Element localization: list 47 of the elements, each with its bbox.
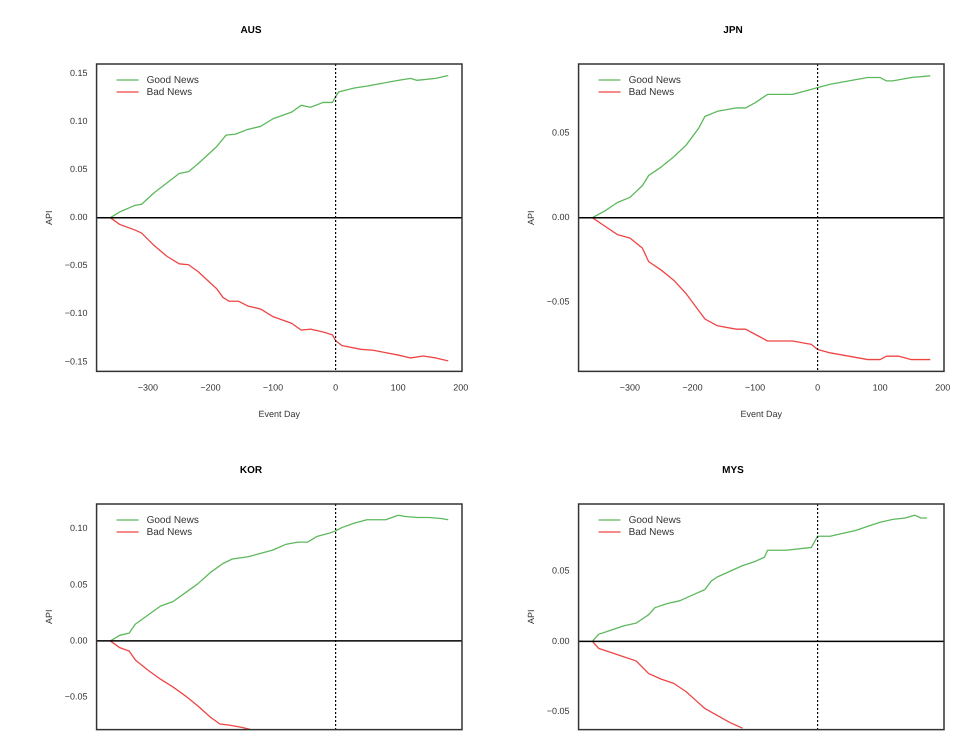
y-tick-label: 0.10 xyxy=(70,523,88,534)
legend-label: Bad News xyxy=(146,526,192,538)
y-tick-label: 0.00 xyxy=(552,212,570,222)
legend-label: Good News xyxy=(146,514,199,526)
y-tick-label: 0.05 xyxy=(552,128,570,138)
y-axis-title: API xyxy=(44,210,54,225)
y-tick-label: 0.00 xyxy=(70,635,88,646)
y-tick-label: −0.05 xyxy=(546,706,570,716)
x-axis-title: Event Day xyxy=(740,409,783,420)
y-tick-label: 0.00 xyxy=(70,212,88,222)
x-tick-label: 100 xyxy=(872,382,888,392)
x-tick-label: −300 xyxy=(138,382,158,392)
x-tick-label: 200 xyxy=(935,382,950,392)
y-tick-label: 0.10 xyxy=(70,116,88,126)
y-tick-label: −0.05 xyxy=(64,260,88,270)
x-tick-label: −200 xyxy=(682,382,703,392)
y-tick-label: −0.10 xyxy=(64,308,88,318)
chart-title: KOR xyxy=(240,464,263,476)
legend-label: Bad News xyxy=(628,86,674,98)
y-tick-label: −0.05 xyxy=(64,692,88,702)
y-tick-label: −0.15 xyxy=(64,356,88,366)
x-tick-label: 0 xyxy=(333,382,338,392)
legend-label: Good News xyxy=(146,74,199,86)
legend-label: Good News xyxy=(628,514,681,526)
x-tick-label: −300 xyxy=(620,382,640,392)
x-tick-label: 0 xyxy=(815,382,820,392)
x-tick-label: 100 xyxy=(390,382,406,392)
y-axis-title: API xyxy=(526,210,536,225)
x-tick-label: −200 xyxy=(200,382,221,392)
x-tick-label: 200 xyxy=(453,382,468,392)
legend-label: Good News xyxy=(628,74,681,86)
chart-title: AUS xyxy=(240,24,262,36)
y-tick-label: 0.05 xyxy=(70,579,88,590)
y-tick-label: 0.05 xyxy=(70,164,88,174)
x-tick-label: −100 xyxy=(262,382,284,392)
chart-title: JPN xyxy=(723,24,743,36)
legend-label: Bad News xyxy=(146,86,192,98)
y-axis-title: API xyxy=(44,610,54,624)
chart-title: MYS xyxy=(722,464,744,476)
x-tick-label: −100 xyxy=(744,382,766,392)
y-tick-label: 0.05 xyxy=(552,566,570,576)
x-axis-title: Event Day xyxy=(258,409,301,420)
y-tick-label: −0.05 xyxy=(546,296,570,307)
y-tick-label: 0.00 xyxy=(552,636,570,646)
y-tick-label: 0.15 xyxy=(70,68,88,78)
legend-label: Bad News xyxy=(628,526,674,538)
y-axis-title: API xyxy=(526,610,536,624)
